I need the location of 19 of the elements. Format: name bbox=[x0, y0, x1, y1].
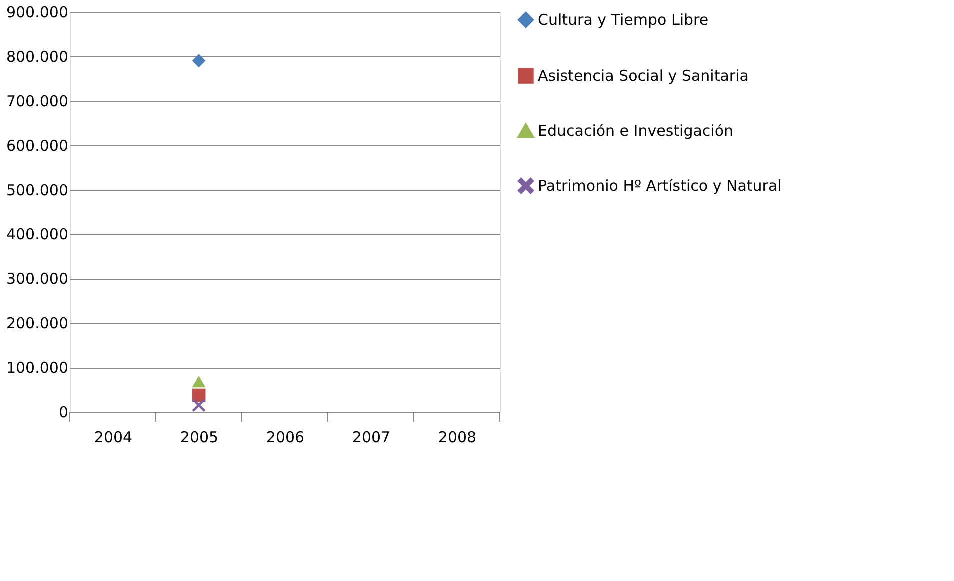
y-tick-label: 700.000 bbox=[6, 92, 68, 110]
legend-label: Cultura y Tiempo Libre bbox=[538, 11, 709, 29]
y-tick-label: 800.000 bbox=[6, 48, 68, 66]
y-tick-label: 600.000 bbox=[6, 136, 68, 155]
y-tick-label: 900.000 bbox=[6, 4, 68, 22]
x-tick-label: 2006 bbox=[266, 428, 305, 446]
legend-label: Patrimonio Hº Artístico y Natural bbox=[538, 177, 782, 195]
y-tick-label: 300.000 bbox=[6, 270, 68, 288]
x-tick-label: 2005 bbox=[180, 428, 219, 446]
y-tick-label: 0 bbox=[58, 404, 68, 422]
y-tick-label: 200.000 bbox=[6, 314, 68, 333]
y-tick-label: 500.000 bbox=[6, 181, 68, 200]
x-tick-label: 2008 bbox=[438, 428, 477, 446]
y-tick-label: 100.000 bbox=[6, 359, 68, 378]
legend-label: Asistencia Social y Sanitaria bbox=[538, 67, 749, 85]
x-tick-label: 2007 bbox=[352, 428, 391, 446]
y-tick-label: 400.000 bbox=[6, 226, 68, 244]
x-tick-label: 2004 bbox=[94, 428, 133, 446]
legend-label: Educación e Investigación bbox=[538, 122, 734, 140]
